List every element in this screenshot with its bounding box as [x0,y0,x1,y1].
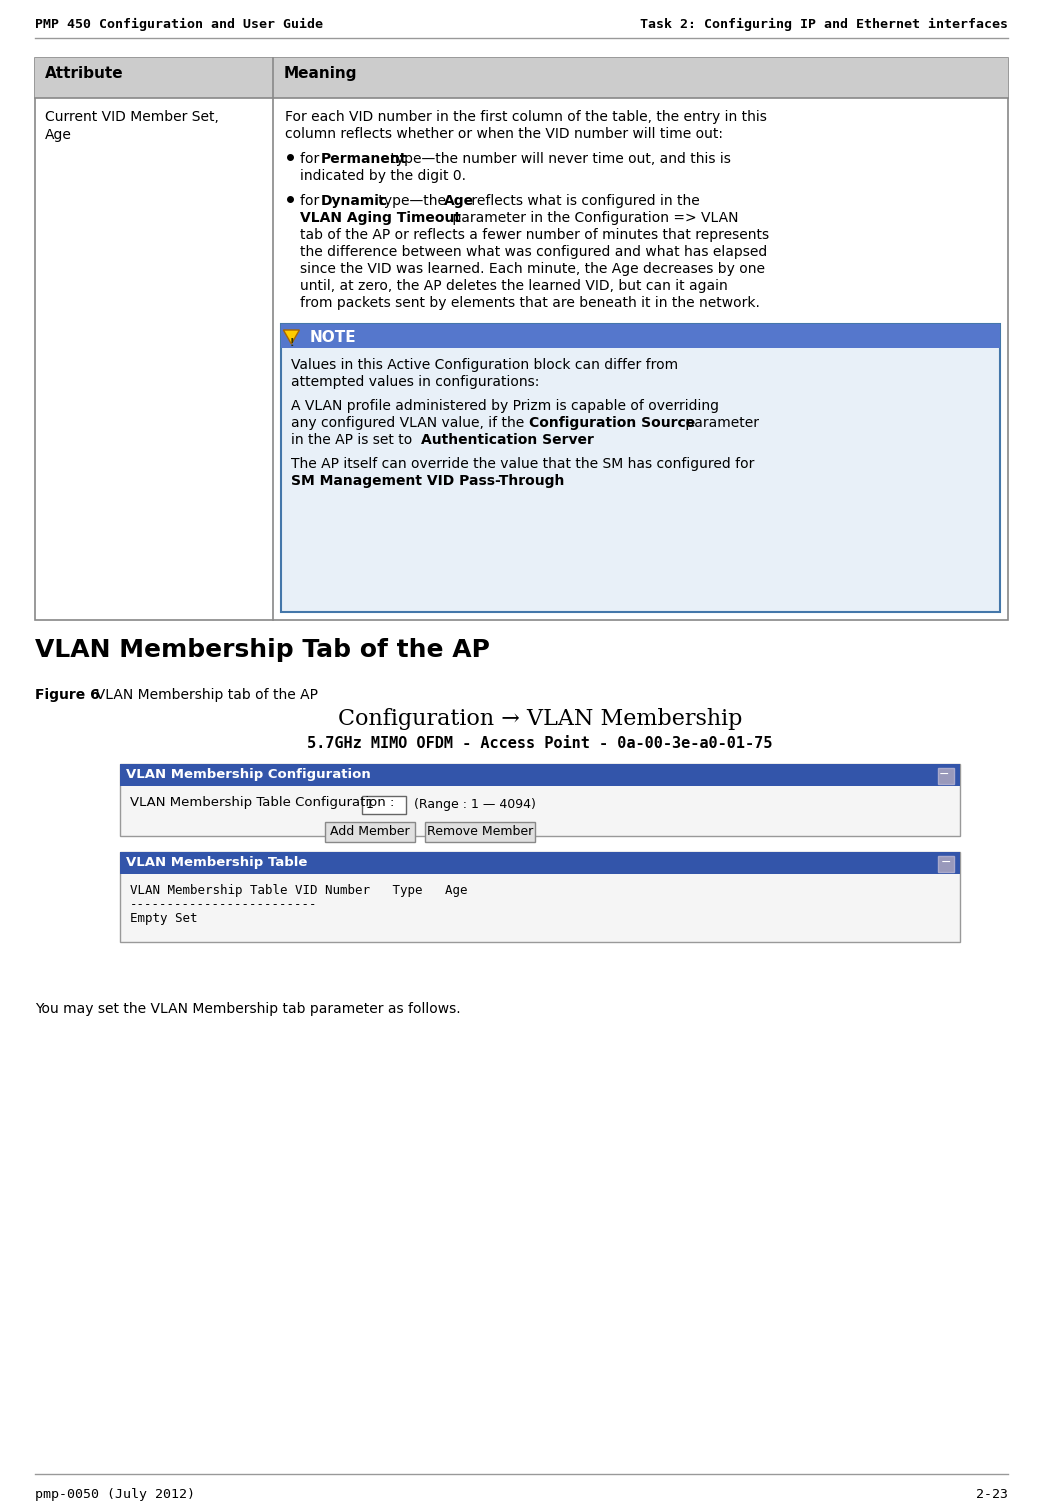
Text: attempted values in configurations:: attempted values in configurations: [291,375,540,389]
Text: .: . [519,473,524,488]
Text: −: − [941,856,951,869]
Text: VLAN Membership Configuration: VLAN Membership Configuration [126,768,370,782]
Text: Authentication Server: Authentication Server [421,432,595,448]
Text: Current VID Member Set,: Current VID Member Set, [45,110,219,124]
Text: type—the number will never time out, and this is: type—the number will never time out, and… [386,153,731,166]
Text: Configuration Source: Configuration Source [530,416,696,429]
Text: VLAN Membership tab of the AP: VLAN Membership tab of the AP [87,688,318,702]
Bar [325,823,415,842]
Text: Remove Member: Remove Member [427,826,533,838]
Text: .: . [579,432,584,448]
Text: NOTE: NOTE [310,330,356,345]
Bar [938,856,954,872]
Text: for: for [300,194,324,209]
Text: tab of the AP or reflects a fewer number of minutes that represents: tab of the AP or reflects a fewer number… [300,228,770,242]
Text: Empty Set: Empty Set [130,912,197,925]
Text: 2-23: 2-23 [976,1488,1008,1501]
Text: (Range : 1 — 4094): (Range : 1 — 4094) [414,798,536,810]
Text: Figure 6: Figure 6 [35,688,100,702]
Text: 1: 1 [366,798,373,810]
Text: -------------------------: ------------------------- [130,898,317,912]
Text: Values in this Active Configuration block can differ from: Values in this Active Configuration bloc… [291,358,679,372]
Bar [282,324,1000,612]
Text: the difference between what was configured and what has elapsed: the difference between what was configur… [300,245,768,259]
Bar [120,851,960,874]
Text: reflects what is configured in the: reflects what is configured in the [467,194,700,209]
Bar [120,764,960,786]
Text: Task 2: Configuring IP and Ethernet interfaces: Task 2: Configuring IP and Ethernet inte… [640,18,1008,32]
Text: !: ! [289,339,294,348]
Text: SM Management VID Pass-Through: SM Management VID Pass-Through [291,473,564,488]
Bar [425,823,535,842]
Text: A VLAN profile administered by Prizm is capable of overriding: A VLAN profile administered by Prizm is … [291,399,720,413]
Bar [938,768,954,785]
Text: any configured VLAN value, if the: any configured VLAN value, if the [291,416,529,429]
Text: For each VID number in the first column of the table, the entry in this: For each VID number in the first column … [286,110,768,124]
Bar [120,764,960,836]
Text: VLAN Membership Table: VLAN Membership Table [126,856,308,869]
Bar [362,795,406,813]
Text: Dynamic: Dynamic [320,194,388,209]
Polygon shape [284,330,299,345]
Bar [35,57,1008,620]
Bar [35,57,1008,98]
Text: Configuration → VLAN Membership: Configuration → VLAN Membership [338,708,743,730]
Text: in the AP is set to: in the AP is set to [291,432,417,448]
Text: VLAN Membership Tab of the AP: VLAN Membership Tab of the AP [35,638,490,662]
Bar [120,851,960,942]
Text: −: − [939,768,949,782]
Text: You may set the VLAN Membership tab parameter as follows.: You may set the VLAN Membership tab para… [35,1002,461,1016]
Bar [282,324,1000,348]
Text: Age: Age [45,129,72,142]
Text: until, at zero, the AP deletes the learned VID, but can it again: until, at zero, the AP deletes the learn… [300,280,728,293]
Text: since the VID was learned. Each minute, the Age decreases by one: since the VID was learned. Each minute, … [300,262,766,277]
Text: The AP itself can override the value that the SM has configured for: The AP itself can override the value tha… [291,457,755,472]
Text: indicated by the digit 0.: indicated by the digit 0. [300,169,466,183]
Text: Age: Age [444,194,475,209]
Text: parameter: parameter [681,416,759,429]
Text: VLAN Membership Table VID Number   Type   Age: VLAN Membership Table VID Number Type Ag… [130,885,467,897]
Text: for: for [300,153,324,166]
Text: from packets sent by elements that are beneath it in the network.: from packets sent by elements that are b… [300,296,760,310]
Text: 5.7GHz MIMO OFDM - Access Point - 0a-00-3e-a0-01-75: 5.7GHz MIMO OFDM - Access Point - 0a-00-… [308,736,773,751]
Text: column reflects whether or when the VID number will time out:: column reflects whether or when the VID … [286,127,724,141]
Text: Add Member: Add Member [331,826,410,838]
Text: Meaning: Meaning [284,67,357,82]
Text: Permanent: Permanent [320,153,407,166]
Text: pmp-0050 (July 2012): pmp-0050 (July 2012) [35,1488,195,1501]
Text: PMP 450 Configuration and User Guide: PMP 450 Configuration and User Guide [35,18,323,32]
Text: VLAN Aging Timeout: VLAN Aging Timeout [300,212,461,225]
Text: VLAN Membership Table Configuration :: VLAN Membership Table Configuration : [130,795,394,809]
Text: parameter in the Configuration => VLAN: parameter in the Configuration => VLAN [448,212,738,225]
Text: Attribute: Attribute [45,67,124,82]
Text: type—the: type—the [374,194,451,209]
